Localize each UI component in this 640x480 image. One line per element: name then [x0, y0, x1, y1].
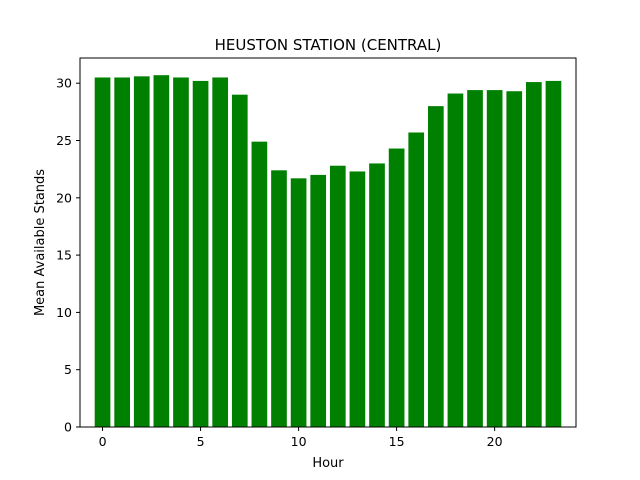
y-tick-label: 10 [56, 305, 72, 320]
bar-hour-10 [290, 178, 307, 427]
bar-hour-4 [173, 77, 189, 427]
y-tick-label: 20 [56, 190, 72, 205]
y-tick-label: 0 [64, 420, 72, 435]
x-tick-label: 15 [389, 434, 405, 449]
bar-hour-19 [467, 90, 483, 427]
x-tick-label: 20 [487, 434, 503, 449]
bar-hour-3 [153, 75, 170, 427]
x-tick-label: 10 [291, 434, 307, 449]
bar-hour-14 [369, 163, 385, 427]
bar-hour-11 [310, 174, 327, 427]
y-tick-label: 5 [64, 362, 72, 377]
bar-hour-0 [94, 77, 111, 427]
bar-hour-12 [329, 165, 346, 427]
x-axis-ticks: 0 5 10 15 20 [99, 427, 503, 449]
y-axis-ticks: 0 5 10 15 20 25 30 [56, 76, 80, 435]
bar-hour-9 [271, 170, 287, 427]
bar-hour-2 [133, 76, 150, 428]
bar-hour-21 [506, 91, 523, 428]
bar-hour-18 [447, 93, 464, 427]
bar-hour-8 [251, 141, 268, 427]
x-tick-label: 5 [197, 434, 205, 449]
y-axis-label: Mean Available Stands [33, 169, 48, 316]
plot-frame [79, 57, 577, 428]
bar-hour-20 [486, 90, 503, 427]
bar-hour-17 [427, 106, 444, 427]
bar-hour-5 [192, 80, 209, 428]
y-tick-label: 30 [56, 76, 72, 91]
y-tick-label: 25 [56, 133, 72, 148]
bars-group [94, 75, 562, 428]
chart-title: HEUSTON STATION (CENTRAL) [215, 36, 442, 54]
x-tick-label: 0 [99, 434, 107, 449]
bar-hour-13 [349, 171, 366, 427]
bar-hour-1 [114, 77, 130, 427]
bar-hour-7 [231, 94, 248, 427]
bar-hour-6 [212, 77, 229, 427]
bar-hour-15 [388, 148, 405, 427]
bar-hour-22 [526, 82, 542, 427]
x-axis-label: Hour [312, 456, 344, 471]
bar-hour-23 [545, 80, 562, 428]
bar-hour-16 [408, 132, 425, 427]
y-tick-label: 15 [56, 248, 72, 263]
